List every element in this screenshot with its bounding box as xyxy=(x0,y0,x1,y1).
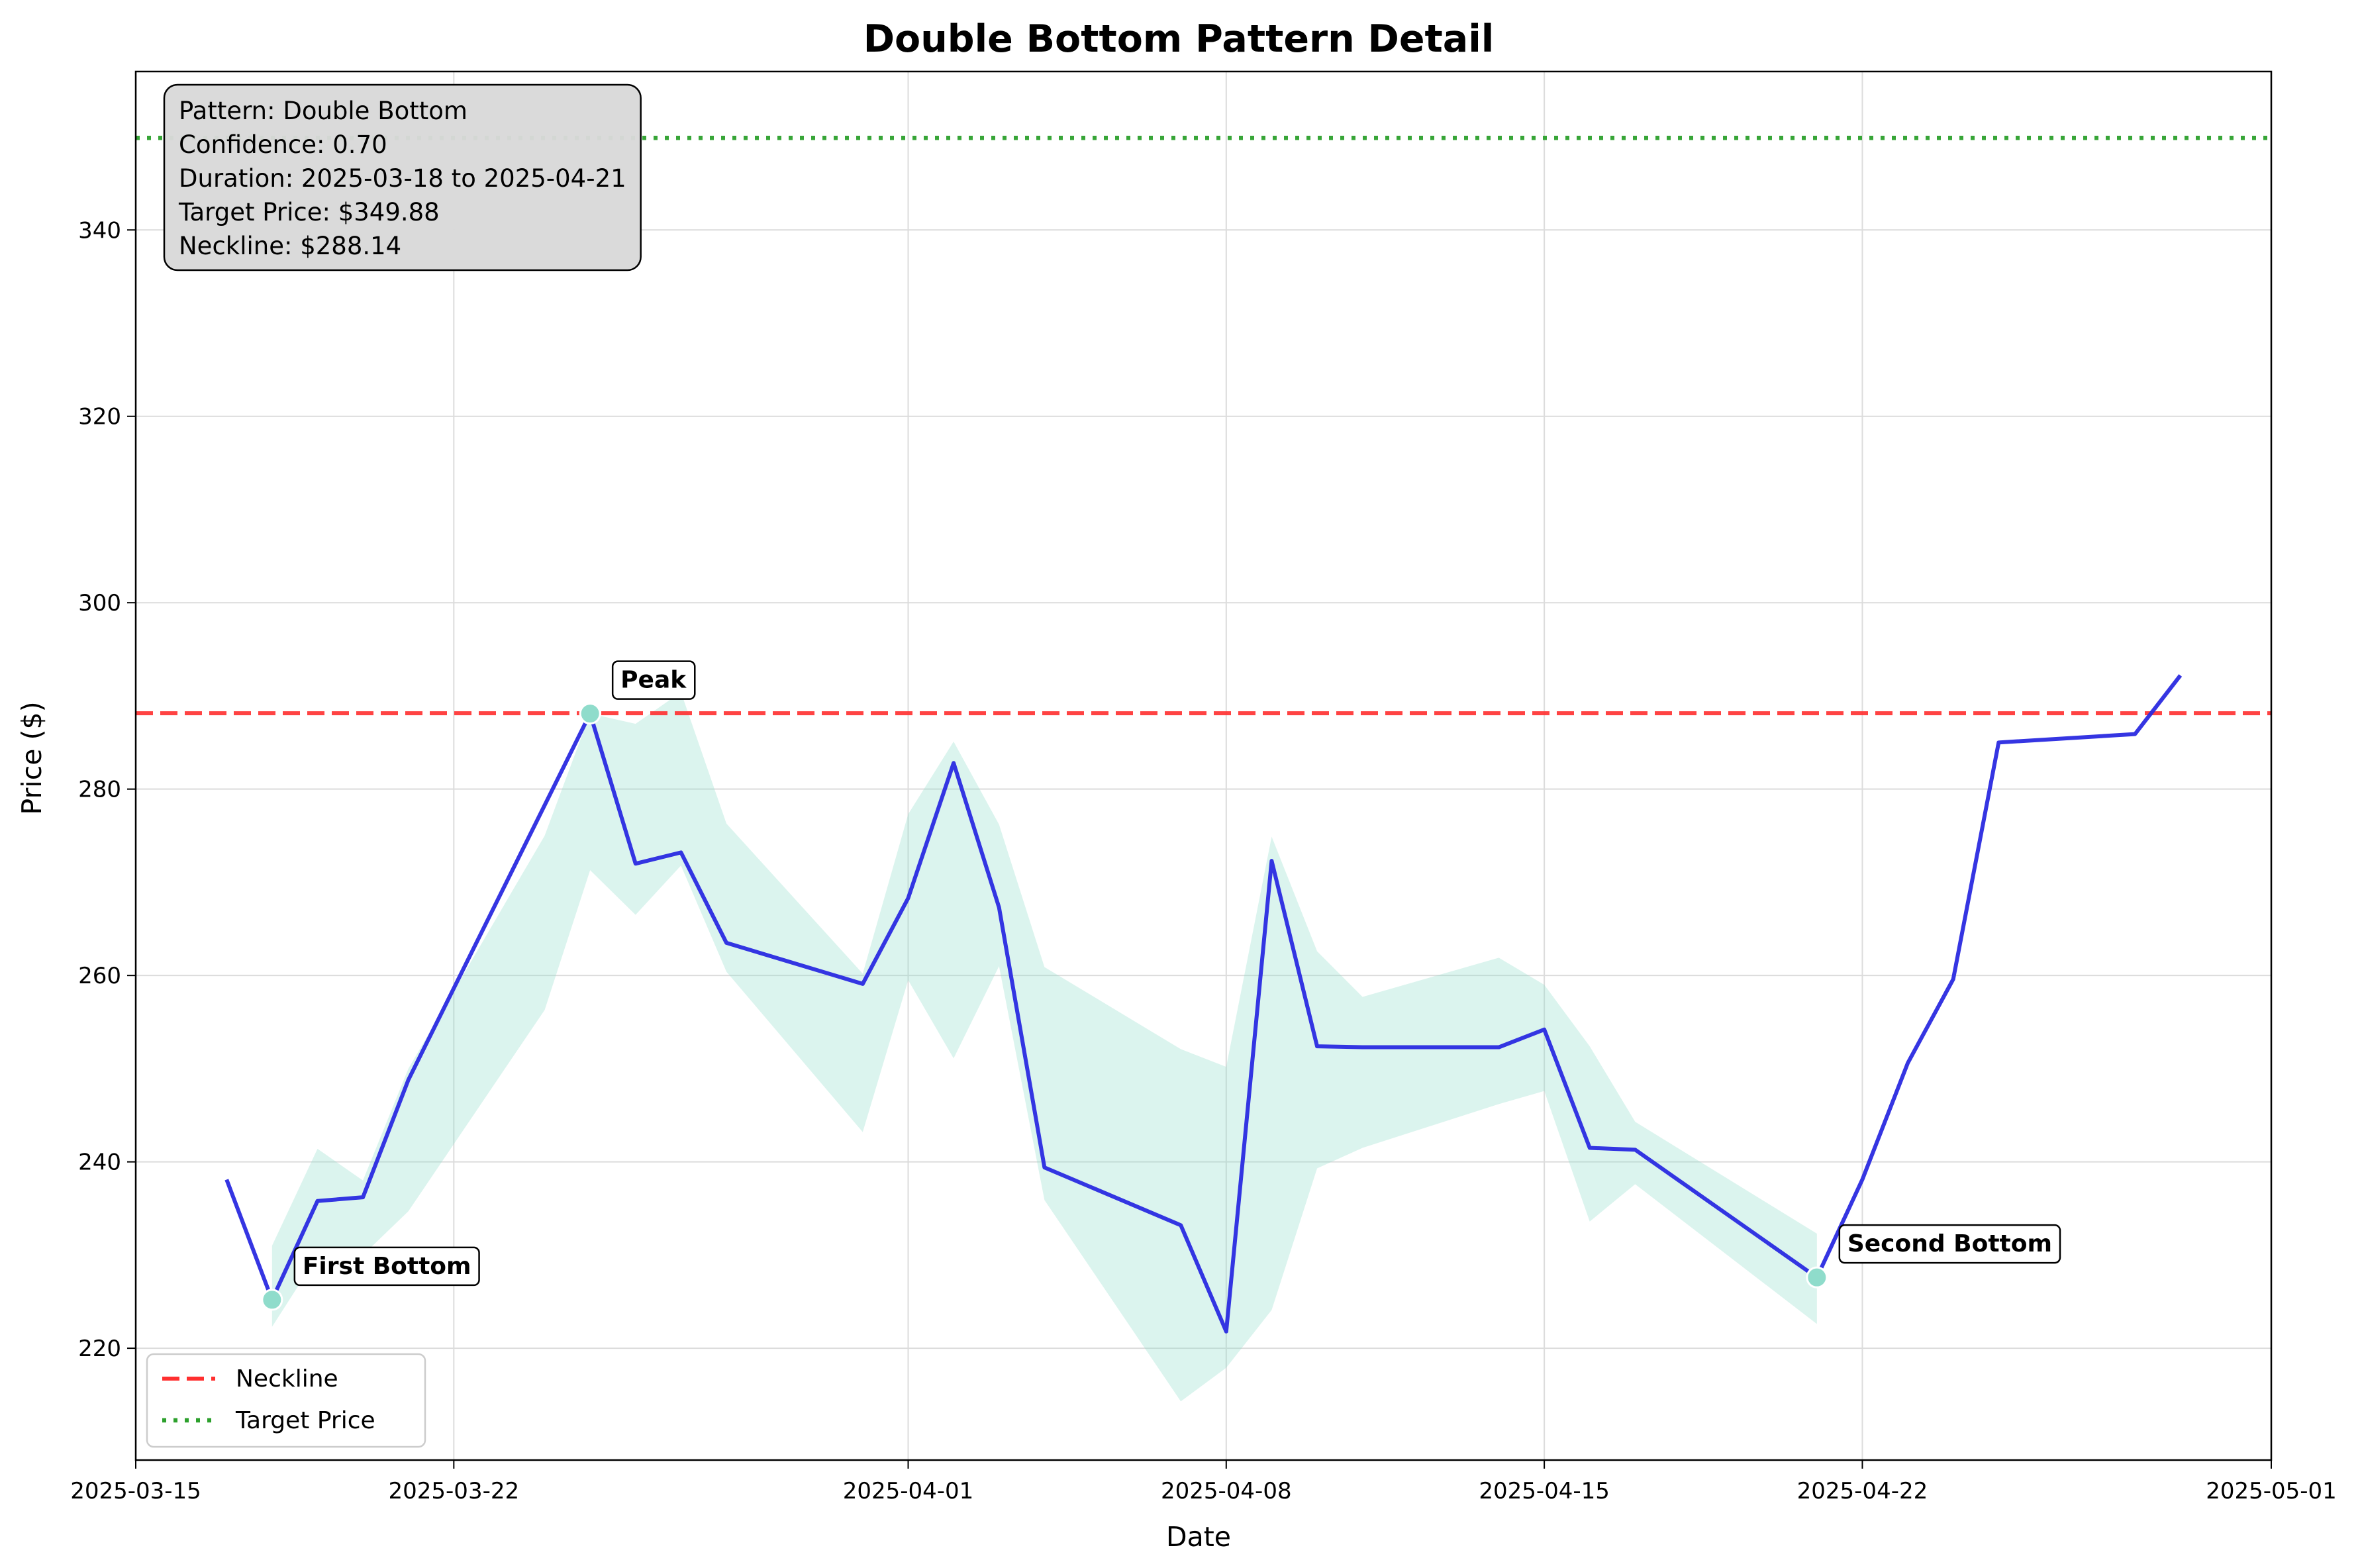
annotation-label: First Bottom xyxy=(303,1253,471,1280)
info-line: Target Price: $349.88 xyxy=(178,198,440,226)
x-tick-label: 2025-05-01 xyxy=(2206,1478,2337,1504)
pattern-markers: First Bottom Peak Second Bottom xyxy=(261,660,2061,1311)
x-tick-label: 2025-04-08 xyxy=(1161,1478,1292,1504)
point-annotation: Second Bottom xyxy=(1838,1224,2061,1264)
y-tick-label: 220 xyxy=(78,1336,121,1362)
price-series xyxy=(224,674,2183,1334)
y-tick-label: 280 xyxy=(78,777,121,803)
legend: Neckline Target Price xyxy=(146,1353,426,1448)
info-line: Neckline: $288.14 xyxy=(179,232,401,260)
x-tick-label: 2025-04-22 xyxy=(1797,1478,1928,1504)
legend-target-label: Target Price xyxy=(235,1407,375,1434)
y-tick-label: 320 xyxy=(78,404,121,430)
y-axis-title: Price ($) xyxy=(16,701,48,814)
pattern-info-box: Pattern: Double Bottom Confidence: 0.70 Du… xyxy=(163,83,642,271)
info-line: Pattern: Double Bottom xyxy=(179,97,467,125)
y-tick-label: 300 xyxy=(78,590,121,616)
annotation-box xyxy=(1838,1224,2061,1264)
chart-title: Double Bottom Pattern Detail xyxy=(863,17,1495,61)
x-tick-label: 2025-03-22 xyxy=(389,1478,520,1504)
x-axis: 2025-03-15 2025-03-22 2025-04-01 2025-04-08… xyxy=(70,1460,2337,1504)
y-tick-label: 340 xyxy=(78,217,121,244)
price-band xyxy=(271,692,1817,1402)
pattern-point xyxy=(1806,1266,1828,1289)
annotation-box xyxy=(293,1246,480,1287)
y-tick-label: 260 xyxy=(78,963,121,989)
x-tick-label: 2025-04-01 xyxy=(843,1478,974,1504)
reference-lines xyxy=(136,135,2271,716)
price-line xyxy=(224,674,2183,1334)
info-line: Confidence: 0.70 xyxy=(179,130,387,159)
y-tick-label: 240 xyxy=(78,1150,121,1176)
point-annotation: Peak xyxy=(611,660,696,700)
legend-neckline-label: Neckline xyxy=(236,1365,338,1393)
legend-frame xyxy=(146,1353,426,1448)
info-line: Duration: 2025-03-18 to 2025-04-21 xyxy=(179,164,626,193)
annotation-box xyxy=(611,660,696,700)
annotation-label: Peak xyxy=(620,667,687,694)
x-axis-title: Date xyxy=(1166,1521,1231,1553)
info-box-background xyxy=(163,83,642,271)
y-axis: 220 240 260 280 300 320 340 xyxy=(78,217,136,1362)
x-tick-label: 2025-04-15 xyxy=(1479,1478,1610,1504)
plot-area: First Bottom Peak Second Bottom xyxy=(134,70,2273,1461)
band-area xyxy=(271,692,1817,1402)
pattern-point xyxy=(579,703,601,725)
plot-frame xyxy=(134,70,2273,1461)
point-annotation: First Bottom xyxy=(293,1246,480,1287)
pattern-point xyxy=(261,1289,283,1311)
grid xyxy=(135,72,2272,1460)
x-tick-label: 2025-03-15 xyxy=(70,1478,201,1504)
annotation-label: Second Bottom xyxy=(1847,1230,2052,1257)
